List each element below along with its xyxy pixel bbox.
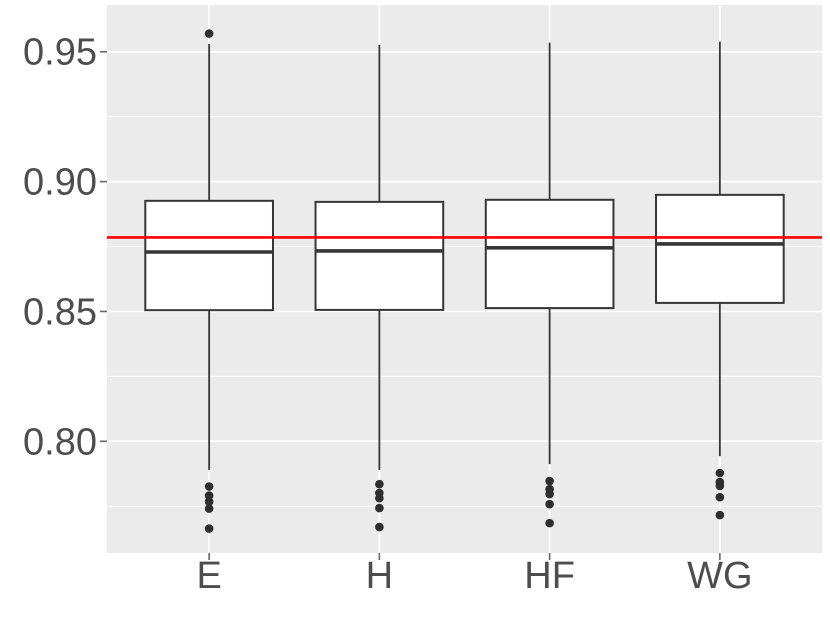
- y-tick-label: 0.80: [23, 421, 97, 463]
- outlier-point: [375, 493, 384, 503]
- box-HF: [484, 198, 615, 310]
- outlier-point: [375, 503, 384, 513]
- box-E: [144, 199, 274, 312]
- box-WG: [655, 193, 785, 304]
- outlier-point: [204, 29, 214, 38]
- y-tick-label: 0.85: [23, 291, 97, 333]
- outlier-point: [545, 518, 554, 528]
- outlier-point: [715, 492, 725, 502]
- x-tick-label: H: [366, 555, 393, 597]
- y-tick-label: 0.90: [23, 162, 97, 204]
- outlier-point: [204, 482, 214, 491]
- x-tick-label: WG: [687, 555, 752, 597]
- outlier-point: [545, 499, 554, 509]
- box-H: [314, 200, 445, 311]
- x-tick-label: HF: [524, 555, 575, 597]
- outlier-point: [715, 481, 725, 491]
- outlier-point: [204, 497, 214, 506]
- outlier-point: [375, 522, 384, 532]
- outlier-point: [715, 468, 725, 478]
- outlier-point: [204, 491, 214, 500]
- outlier-point: [545, 476, 554, 486]
- outlier-point: [545, 489, 554, 499]
- x-tick-label: E: [196, 555, 221, 597]
- outlier-point: [204, 524, 214, 533]
- outlier-point: [375, 479, 384, 489]
- y-tick-label: 0.95: [23, 32, 97, 74]
- outlier-point: [204, 504, 214, 513]
- outlier-point: [715, 510, 725, 520]
